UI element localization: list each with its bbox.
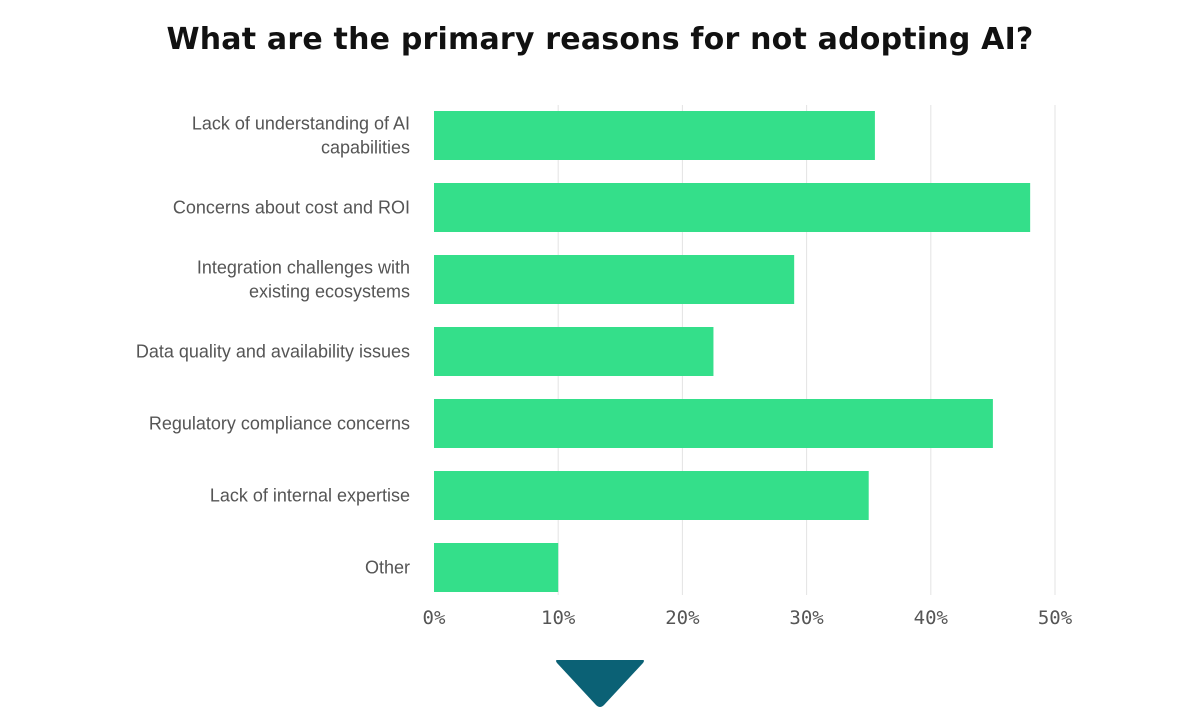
x-axis-tick-labels: 0% 10% 20% 30% 40% 50%: [423, 607, 1073, 629]
chevron-down-icon[interactable]: [555, 660, 645, 708]
category-label-line: Data quality and availability issues: [136, 342, 410, 362]
x-tick-label: 30%: [789, 607, 824, 629]
category-label-line: Concerns about cost and ROI: [173, 198, 410, 218]
bar: [434, 543, 559, 592]
category-label-line: capabilities: [321, 138, 410, 158]
bar-layer: [434, 111, 1031, 592]
category-label: Other: [365, 558, 410, 578]
category-label: Concerns about cost and ROI: [173, 198, 410, 218]
category-label-line: Other: [365, 558, 410, 578]
x-tick-label: 10%: [541, 607, 576, 629]
category-label: Integration challenges with existing ecos…: [197, 258, 410, 302]
category-label: Lack of understanding of AI capabilities: [192, 114, 410, 158]
bar: [434, 183, 1031, 232]
bar: [434, 327, 714, 376]
x-tick-label: 50%: [1038, 607, 1073, 629]
bar: [434, 255, 795, 304]
x-tick-label: 0%: [423, 607, 446, 629]
category-label-line: Integration challenges with: [197, 258, 410, 278]
category-label-line: Regulatory compliance concerns: [149, 414, 410, 434]
category-label: Data quality and availability issues: [136, 342, 410, 362]
category-label-line: existing ecosystems: [249, 282, 410, 302]
category-labels: Lack of understanding of AI capabilities C…: [136, 114, 410, 578]
bar: [434, 399, 993, 448]
category-label: Lack of internal expertise: [210, 486, 410, 506]
x-tick-label: 40%: [914, 607, 949, 629]
x-tick-label: 20%: [665, 607, 700, 629]
category-label: Regulatory compliance concerns: [149, 414, 410, 434]
bar: [434, 111, 875, 160]
category-label-line: Lack of understanding of AI: [192, 114, 410, 134]
bar: [434, 471, 869, 520]
chart-title: What are the primary reasons for not ado…: [166, 22, 1034, 57]
category-label-line: Lack of internal expertise: [210, 486, 410, 506]
